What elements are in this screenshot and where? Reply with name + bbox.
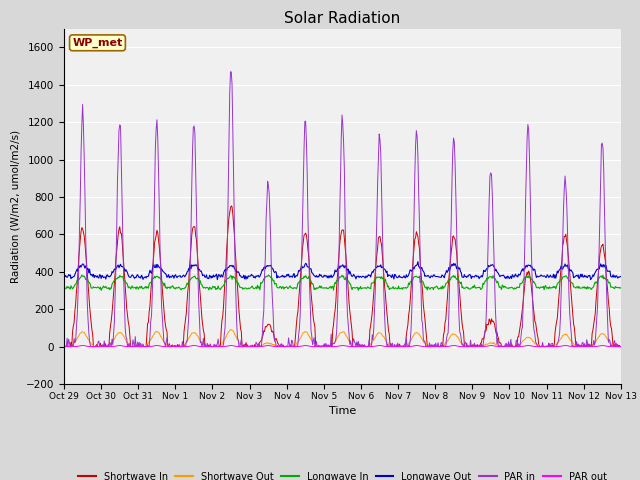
Title: Solar Radiation: Solar Radiation [284, 11, 401, 26]
Longwave Out [60, 273, 68, 279]
Shortwave Out [428, 343, 436, 349]
Shortwave Out [227, 326, 234, 332]
Longwave Out [428, 273, 436, 279]
Longwave In [186, 277, 193, 283]
Longwave Out [214, 277, 221, 283]
Shortwave Out [185, 336, 193, 341]
PAR in [70, 336, 78, 341]
Longwave Out [214, 273, 222, 279]
Y-axis label: Radiation (W/m2, umol/m2/s): Radiation (W/m2, umol/m2/s) [10, 130, 20, 283]
PAR out [214, 344, 221, 349]
PAR out [60, 344, 68, 349]
Shortwave Out [67, 344, 74, 349]
Line: Shortwave Out: Shortwave Out [64, 329, 621, 347]
Shortwave In [617, 344, 625, 349]
Longwave Out [70, 274, 78, 279]
Shortwave Out [412, 330, 419, 336]
Longwave In [215, 286, 223, 291]
PAR in [227, 69, 234, 74]
PAR out [127, 344, 135, 349]
Shortwave In [61, 344, 68, 349]
Line: Shortwave In: Shortwave In [64, 206, 621, 347]
PAR out [184, 344, 192, 349]
PAR in [617, 344, 625, 349]
PAR in [214, 341, 221, 347]
Line: Longwave Out: Longwave Out [64, 262, 621, 280]
Shortwave In [428, 344, 436, 349]
Shortwave Out [128, 343, 136, 349]
X-axis label: Time: Time [329, 406, 356, 416]
PAR in [411, 172, 419, 178]
Shortwave Out [617, 344, 625, 349]
PAR in [184, 327, 192, 333]
Shortwave In [412, 235, 419, 240]
Shortwave In [128, 344, 136, 349]
Shortwave In [227, 203, 235, 209]
Shortwave Out [60, 343, 68, 349]
Longwave Out [414, 259, 422, 264]
Longwave In [97, 288, 105, 293]
PAR out [598, 343, 606, 348]
Longwave In [428, 285, 436, 290]
PAR out [70, 344, 78, 349]
Shortwave In [185, 280, 193, 286]
Legend: Shortwave In, Shortwave Out, Longwave In, Longwave Out, PAR in, PAR out: Shortwave In, Shortwave Out, Longwave In… [74, 468, 611, 480]
Longwave In [78, 272, 86, 278]
PAR out [426, 344, 434, 349]
Longwave Out [127, 273, 135, 279]
Shortwave In [71, 309, 79, 314]
Longwave In [617, 285, 625, 290]
Longwave In [60, 286, 68, 291]
Longwave In [129, 285, 137, 291]
Text: WP_met: WP_met [72, 37, 123, 48]
Line: PAR out: PAR out [64, 346, 621, 347]
Line: PAR in: PAR in [64, 72, 621, 347]
Longwave In [412, 274, 419, 279]
PAR in [60, 344, 68, 349]
PAR in [127, 344, 135, 349]
PAR out [617, 344, 625, 349]
Shortwave In [60, 343, 68, 349]
Line: Longwave In: Longwave In [64, 275, 621, 290]
Longwave In [70, 284, 78, 289]
PAR out [410, 343, 418, 349]
Shortwave Out [71, 340, 79, 346]
Shortwave Out [214, 344, 222, 349]
PAR in [428, 344, 435, 349]
Longwave Out [411, 264, 419, 270]
Longwave Out [617, 274, 625, 279]
Shortwave In [214, 344, 222, 349]
Longwave Out [184, 268, 192, 274]
